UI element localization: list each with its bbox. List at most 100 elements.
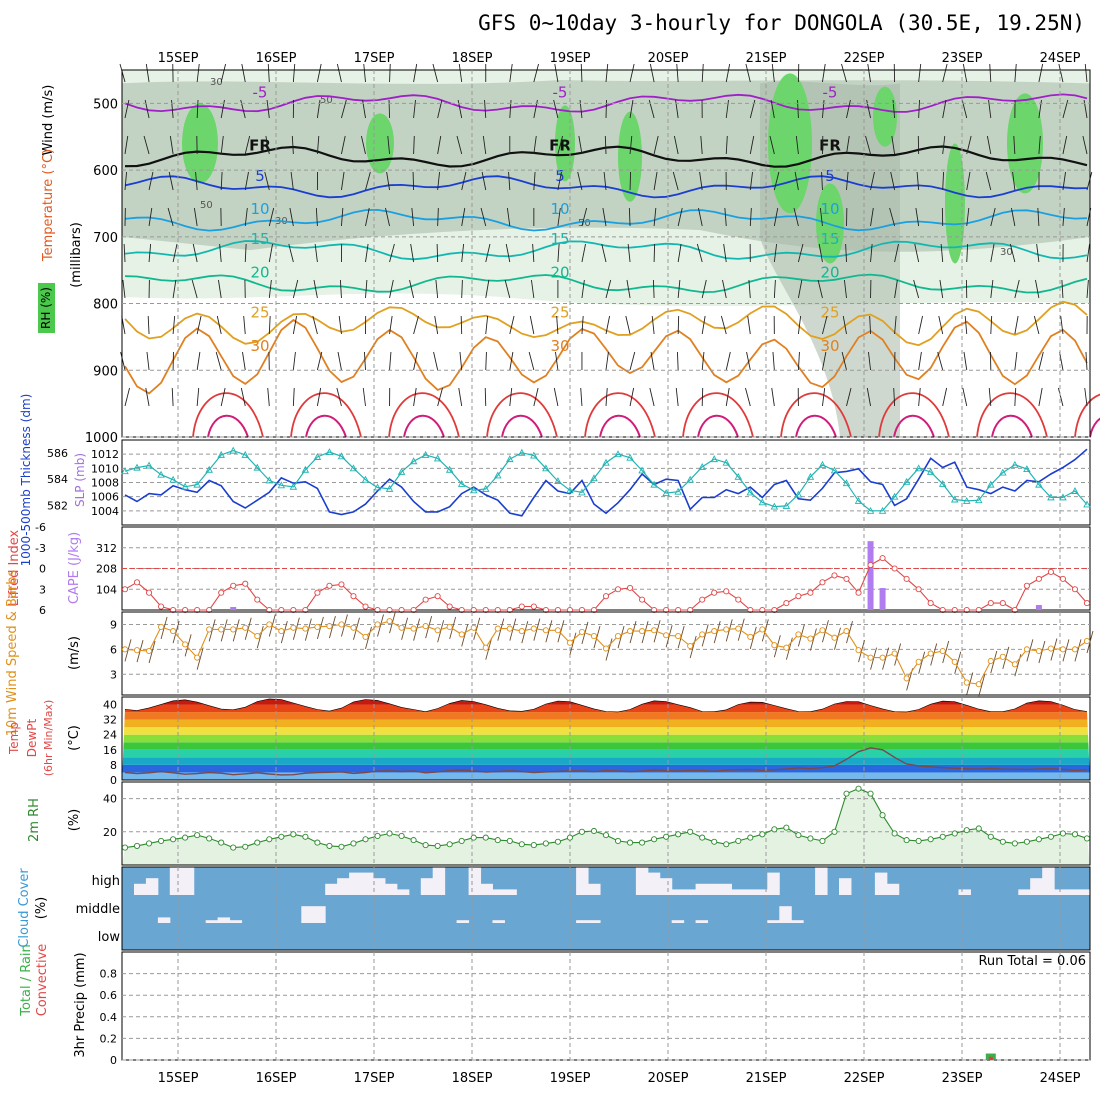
upper-wind-barb: [168, 171, 174, 191]
temp-color-band: [122, 689, 1090, 697]
upper-wind-barb: [1086, 171, 1093, 191]
slp-marker: [193, 480, 201, 488]
wind-speed-marker: [602, 645, 610, 652]
upper-wind-barb: [556, 315, 559, 335]
lifted-marker: [266, 606, 273, 614]
upper-wind-barb: [268, 243, 273, 263]
upper-wind-barb: [267, 63, 270, 83]
wind-speed-marker: [627, 628, 634, 635]
wind-speed-marker: [590, 633, 598, 640]
cloud-middle-bar: [671, 920, 685, 923]
upper-wind-barb: [145, 387, 150, 407]
upper-wind-barb: [1062, 99, 1069, 119]
upper-wind-barb: [966, 171, 971, 191]
wind-speed-marker: [1047, 645, 1054, 652]
upper-wind-barb: [818, 243, 823, 263]
upper-wind-barb: [894, 243, 899, 263]
upper-wind-barb: [557, 207, 561, 227]
upper-wind-barb: [458, 63, 463, 83]
wind-speed-marker: [158, 623, 165, 630]
temp-color-band: [122, 749, 1090, 758]
upper-air-ylabel-wind: Wind (m/s): [41, 85, 56, 156]
upper-wind-barb: [364, 351, 366, 371]
upper-wind-barb: [773, 207, 779, 227]
slp-marker: [962, 496, 971, 504]
surface-wind-barb: [148, 640, 156, 664]
upper-wind-barb: [845, 243, 847, 263]
slp-marker: [217, 450, 225, 458]
surface-wind-barb: [413, 618, 421, 641]
upper-wind-barb: [822, 315, 828, 335]
lifted-marker: [374, 606, 381, 614]
temp-bands-group: [122, 689, 1090, 780]
upper-wind-barb: [604, 135, 607, 155]
rh2m-marker: [987, 833, 994, 840]
upper-wind-barb: [914, 243, 920, 263]
surface-wind-barb: [894, 643, 902, 666]
cloud-high-bar: [743, 889, 756, 895]
surface-wind-barb: [377, 614, 384, 637]
lifted-marker: [999, 600, 1006, 607]
cloud-high-bar: [361, 872, 374, 895]
wind-speed-marker: [121, 646, 129, 653]
lifted-marker: [927, 600, 934, 607]
upper-wind-barb: [242, 351, 246, 371]
upper-wind-barb: [843, 279, 847, 299]
upper-wind-barb: [124, 99, 130, 119]
date-label-top: 15SEP: [158, 51, 199, 66]
upper-wind-barb: [894, 279, 898, 299]
rh2m-marker: [458, 837, 465, 844]
wind-speed-marker: [855, 647, 862, 654]
lifted-marker: [747, 606, 754, 614]
cloud-background: [122, 867, 1090, 950]
upper-wind-barb: [1059, 351, 1064, 371]
upper-wind-barb: [484, 387, 487, 407]
isotherm-40-arc: [991, 414, 1033, 438]
rh2m-marker: [651, 836, 658, 843]
thickness-ytick: 586: [47, 447, 68, 460]
surface-wind-barb: [605, 638, 613, 661]
lifted-ylabel: Lifted Index: [7, 529, 22, 606]
surface-wind-barb: [737, 618, 745, 641]
isotherm-label: 25: [250, 304, 269, 322]
upper-wind-barb: [990, 279, 994, 299]
slp-marker: [698, 462, 706, 470]
surface-wind-barb: [136, 640, 144, 663]
date-label-bottom: 22SEP: [844, 1071, 885, 1086]
lifted-marker: [795, 593, 802, 600]
slp-marker: [133, 463, 141, 471]
upper-wind-barb: [677, 351, 679, 371]
wind-speed-marker: [735, 625, 742, 632]
upper-wind-barb: [365, 171, 371, 191]
upper-wind-barb: [461, 243, 465, 263]
temp-ylabel-minmax: (6hr Min/Max): [42, 700, 55, 777]
date-label-bottom: 16SEP: [256, 1071, 297, 1086]
lifted-marker: [470, 606, 477, 614]
upper-wind-barb: [942, 135, 946, 155]
upper-wind-barb: [939, 279, 944, 299]
cloud-middle-bar: [157, 917, 171, 923]
precip-ytick: 0.2: [100, 1032, 118, 1045]
cloud-high-bar: [1078, 889, 1091, 895]
upper-wind-barb: [459, 351, 463, 371]
rh-contour-label: 30: [1000, 247, 1013, 258]
surface-wind-barb: [713, 620, 721, 644]
upper-wind-barb: [725, 63, 731, 83]
surface-wind-barb: [870, 647, 877, 670]
wind-speed-marker: [326, 623, 333, 630]
upper-wind-barb: [938, 315, 944, 335]
wind-speed-marker: [987, 657, 994, 665]
upper-wind-barb: [1060, 315, 1064, 335]
wind-speed-marker: [867, 654, 874, 661]
upper-air-ylabel-rh: RH (%): [39, 287, 53, 329]
upper-wind-barb: [196, 315, 202, 335]
lifted-marker: [242, 580, 249, 587]
slp-marker: [602, 458, 610, 466]
upper-wind-barb: [677, 279, 681, 299]
cloud-middle-bar: [492, 920, 505, 923]
rh2m-area: [122, 788, 1090, 865]
slp-marker: [1023, 465, 1031, 472]
upper-wind-barb: [889, 207, 896, 227]
upper-wind-barb: [649, 387, 655, 407]
